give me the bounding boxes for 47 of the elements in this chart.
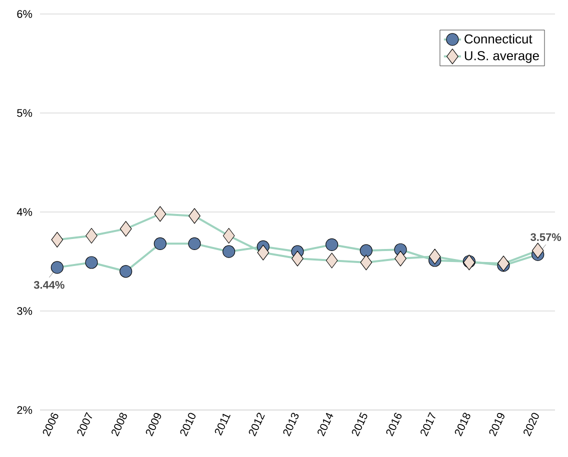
x-tick-label: 2011 bbox=[214, 414, 231, 436]
x-tick-label: 2010 bbox=[180, 412, 196, 436]
point bbox=[222, 245, 236, 258]
point bbox=[86, 228, 98, 244]
x-tick-label: 2008 bbox=[112, 412, 127, 436]
x-tick-label: 2013 bbox=[283, 412, 299, 436]
x-tick-label: 2017 bbox=[420, 412, 436, 436]
point bbox=[326, 238, 338, 251]
x-tick-label: 2007 bbox=[77, 412, 92, 436]
x-tick-label: 2018 bbox=[454, 412, 470, 436]
point bbox=[428, 248, 441, 264]
legend-label: U.S. average bbox=[464, 51, 539, 63]
point bbox=[51, 232, 64, 248]
point bbox=[120, 265, 132, 278]
point bbox=[360, 254, 372, 270]
y-tick-label: 3% bbox=[17, 307, 32, 315]
point bbox=[120, 221, 132, 237]
y-tick-label: 5% bbox=[17, 109, 32, 117]
point bbox=[154, 206, 166, 222]
point bbox=[292, 250, 304, 266]
point bbox=[257, 244, 270, 260]
y-tick-label: 4% bbox=[16, 208, 32, 216]
point bbox=[532, 242, 544, 258]
x-tick-label: 2006 bbox=[42, 412, 58, 436]
point bbox=[463, 254, 476, 270]
x-tick-label: 2015 bbox=[352, 412, 368, 436]
y-tick-label: 6% bbox=[17, 10, 32, 18]
x-tick-label: 2014 bbox=[318, 412, 334, 436]
point bbox=[50, 261, 64, 274]
point bbox=[360, 244, 372, 257]
point bbox=[326, 252, 338, 268]
x-tick-label: 2012 bbox=[248, 412, 265, 436]
point bbox=[394, 250, 406, 266]
x-tick-label: 2020 bbox=[524, 412, 539, 436]
x-tick-label: 2009 bbox=[146, 412, 162, 436]
x-tick-label: 2019 bbox=[489, 412, 504, 436]
annotation: 3.57% bbox=[530, 233, 562, 241]
point bbox=[188, 237, 201, 250]
point bbox=[154, 237, 166, 250]
point bbox=[85, 256, 98, 269]
x-tick-label: 2016 bbox=[386, 412, 402, 436]
legend-label: Connecticut bbox=[464, 34, 532, 44]
point bbox=[498, 256, 510, 272]
annotation: 3.44% bbox=[34, 281, 64, 289]
y-tick-label: 2% bbox=[17, 406, 32, 414]
point bbox=[188, 208, 200, 224]
point bbox=[222, 228, 235, 244]
